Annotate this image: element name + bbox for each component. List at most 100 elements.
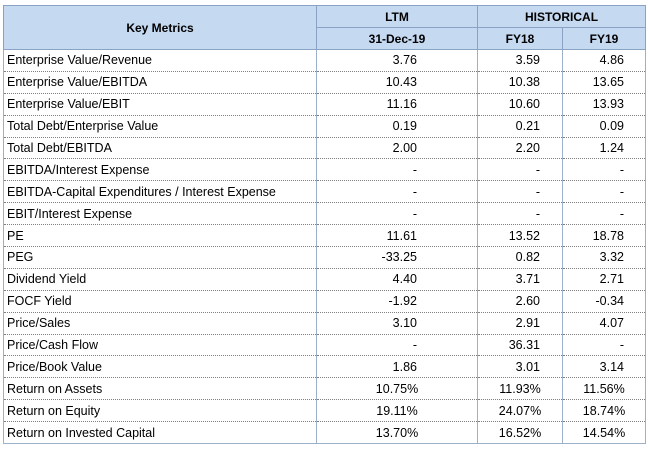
metric-name-cell: Return on Equity <box>3 399 317 423</box>
ltm-value: 4.40 <box>392 272 417 287</box>
fy19-value-cell: -0.34 <box>562 290 646 313</box>
fy19-value: 13.93 <box>592 97 624 112</box>
ltm-date-header: 31-Dec-19 <box>316 27 478 50</box>
ltm-value: -1.92 <box>388 294 418 309</box>
metric-name-cell: Enterprise Value/EBIT <box>3 93 317 116</box>
ltm-value: 3.10 <box>392 316 417 331</box>
table-row: Return on Equity 19.11% 24.07% 18.74% <box>3 399 646 423</box>
ltm-value: 11.61 <box>386 228 417 243</box>
fy18-value-cell: 11.93% <box>477 377 563 401</box>
fy18-value: - <box>535 206 540 221</box>
table-row: Return on Assets 10.75% 11.93% 11.56% <box>3 377 646 401</box>
fy19-value-cell: 18.74% <box>562 399 646 423</box>
fy19-value-cell: - <box>562 334 646 357</box>
ltm-value: - <box>412 162 417 177</box>
metric-name-cell: FOCF Yield <box>3 290 317 313</box>
fy18-value: 2.20 <box>515 141 540 155</box>
fy18-value-cell: - <box>477 158 563 182</box>
table-row: Price/Cash Flow - 36.31 - <box>3 334 646 357</box>
metric-name-cell: Enterprise Value/EBITDA <box>3 71 317 94</box>
ltm-value-cell: 10.43 <box>316 71 478 94</box>
fy18-value-cell: 13.52 <box>477 224 563 248</box>
fy19-header: FY19 <box>562 27 646 50</box>
fy18-value: 13.52 <box>508 228 540 243</box>
fy18-value-cell: 36.31 <box>477 334 563 357</box>
fy18-value-cell: 3.71 <box>477 268 563 291</box>
fy19-value: 11.56% <box>583 381 625 396</box>
fy19-value-cell: 4.86 <box>562 49 646 72</box>
fy18-value: 0.82 <box>515 250 540 265</box>
fy18-value: 0.21 <box>515 119 540 134</box>
ltm-value: - <box>412 338 417 353</box>
fy19-value-cell: 2.71 <box>562 268 646 291</box>
fy19-value: -0.34 <box>595 294 625 309</box>
ltm-value-cell: 11.16 <box>316 93 478 116</box>
fy18-value-cell: 2.20 <box>477 137 563 160</box>
fy18-value-cell: 16.52% <box>477 421 563 445</box>
table-row: Dividend Yield 4.40 3.71 2.71 <box>3 268 646 291</box>
fy19-value-cell: 4.07 <box>562 312 646 335</box>
fy19-value-cell: - <box>562 202 646 226</box>
metric-name-cell: EBITDA-Capital Expenditures / Interest E… <box>3 180 317 204</box>
table-row: Enterprise Value/Revenue 3.76 3.59 4.86 <box>3 49 646 72</box>
fy18-header: FY18 <box>477 27 563 50</box>
fy18-value-cell: 3.59 <box>477 49 563 72</box>
fy19-value-cell: 3.14 <box>562 355 646 379</box>
ltm-value: 10.43 <box>385 75 417 90</box>
ltm-value-cell: - <box>316 180 478 204</box>
table-row: Return on Invested Capital 13.70% 16.52% 14… <box>3 421 646 445</box>
metric-name-cell: PEG <box>3 246 317 269</box>
fy19-value: - <box>619 206 624 221</box>
ltm-value-cell: 13.70% <box>316 421 478 445</box>
metric-name-cell: Return on Invested Capital <box>3 421 317 445</box>
fy19-value: 0.09 <box>599 119 624 134</box>
fy18-value-cell: 2.91 <box>477 312 563 335</box>
ltm-value-cell: 11.61 <box>316 224 478 248</box>
fy18-value-cell: 3.01 <box>477 355 563 379</box>
fy18-value: 2.91 <box>515 316 540 331</box>
table-row: PE 11.61 13.52 18.78 <box>3 224 646 248</box>
fy18-value-cell: - <box>477 202 563 226</box>
fy19-value-cell: 0.09 <box>562 115 646 138</box>
fy19-value: 2.71 <box>599 272 624 287</box>
fy19-value: 4.07 <box>599 316 624 331</box>
fy19-value: 3.32 <box>599 250 624 265</box>
fy19-value: 18.74% <box>582 403 626 418</box>
ltm-value-cell: -33.25 <box>316 246 478 269</box>
fy19-value-cell: 14.54% <box>562 421 646 445</box>
fy19-value: 4.86 <box>599 53 624 68</box>
fy18-value-cell: 0.82 <box>477 246 563 269</box>
metric-name-cell: EBIT/Interest Expense <box>3 202 317 226</box>
ltm-value: 19.11% <box>376 403 418 418</box>
fy19-value-cell: 3.32 <box>562 246 646 269</box>
fy18-value-cell: - <box>477 180 563 204</box>
fy19-value-cell: - <box>562 158 646 182</box>
metric-name-cell: Price/Sales <box>3 312 317 335</box>
metric-name-cell: Price/Book Value <box>3 355 317 379</box>
metric-name-cell: Return on Assets <box>3 377 317 401</box>
key-metrics-table: Key Metrics LTM HISTORICAL 31-Dec-19 FY1… <box>3 5 646 445</box>
ltm-value: 1.86 <box>392 359 417 374</box>
fy18-value-cell: 0.21 <box>477 115 563 138</box>
ltm-value: -33.25 <box>381 250 417 265</box>
fy18-value: 10.38 <box>508 75 540 90</box>
fy19-value-cell: - <box>562 180 646 204</box>
ltm-value-cell: 2.00 <box>316 137 478 160</box>
ltm-value: - <box>412 184 417 199</box>
ltm-value-cell: - <box>316 334 478 357</box>
ltm-value-cell: - <box>316 202 478 226</box>
fy19-value: - <box>619 162 624 177</box>
ltm-value: 0.19 <box>392 119 417 134</box>
ltm-value: 2.00 <box>392 141 417 155</box>
ltm-value-cell: - <box>316 158 478 182</box>
ltm-value-cell: 3.76 <box>316 49 478 72</box>
fy18-value-cell: 24.07% <box>477 399 563 423</box>
fy18-value: 16.52% <box>498 425 542 440</box>
table-row: FOCF Yield -1.92 2.60 -0.34 <box>3 290 646 313</box>
metric-name-cell: Dividend Yield <box>3 268 317 291</box>
ltm-value-cell: 3.10 <box>316 312 478 335</box>
ltm-value-cell: 1.86 <box>316 355 478 379</box>
ltm-value-cell: 0.19 <box>316 115 478 138</box>
key-metrics-header: Key Metrics <box>3 5 317 50</box>
fy19-value-cell: 13.93 <box>562 93 646 116</box>
